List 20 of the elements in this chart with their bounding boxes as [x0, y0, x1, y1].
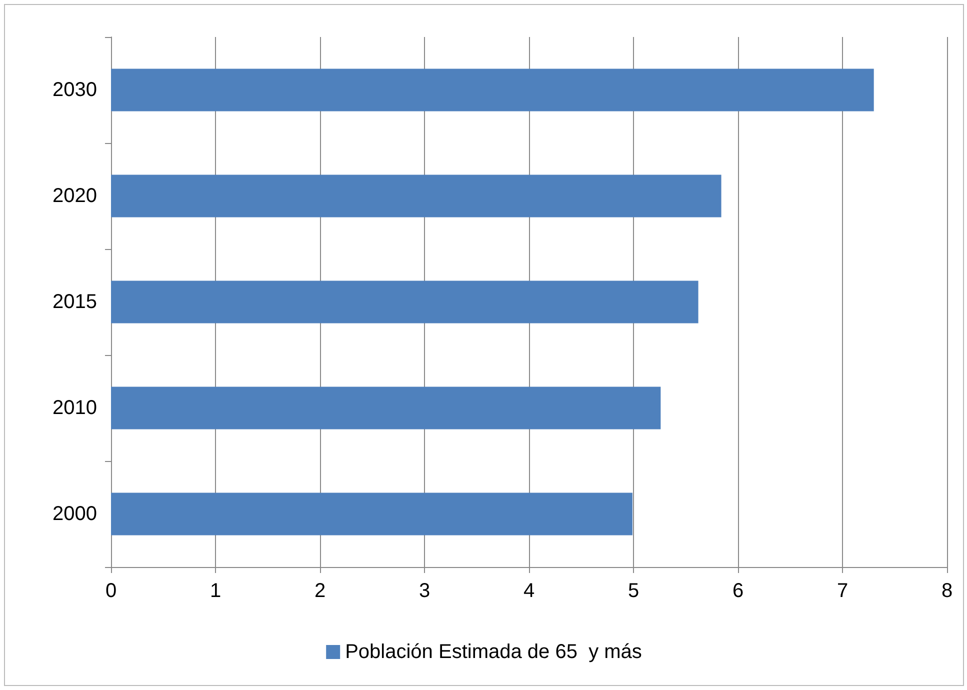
x-tick-label: 0 [105, 580, 117, 602]
bar [111, 68, 874, 112]
bar [111, 492, 632, 536]
x-tick-label: 1 [210, 580, 222, 602]
y-tick-label: 2000 [52, 503, 97, 525]
x-tick-label: 2 [314, 580, 326, 602]
x-tick-label: 4 [523, 580, 535, 602]
bar [111, 174, 722, 218]
x-tick-label: 8 [941, 580, 953, 602]
x-tick-label: 6 [732, 580, 744, 602]
y-tick-label: 2030 [52, 79, 97, 101]
x-tick-label: 7 [836, 580, 848, 602]
x-tick-label: 5 [628, 580, 640, 602]
y-tick-label: 2020 [52, 185, 97, 207]
bar [111, 386, 661, 430]
legend-label: Población Estimada de 65 y más [345, 641, 642, 663]
y-tick-label: 2010 [52, 397, 97, 419]
bar [111, 280, 698, 324]
x-tick-label: 3 [418, 580, 430, 602]
y-tick-label: 2015 [52, 291, 97, 313]
